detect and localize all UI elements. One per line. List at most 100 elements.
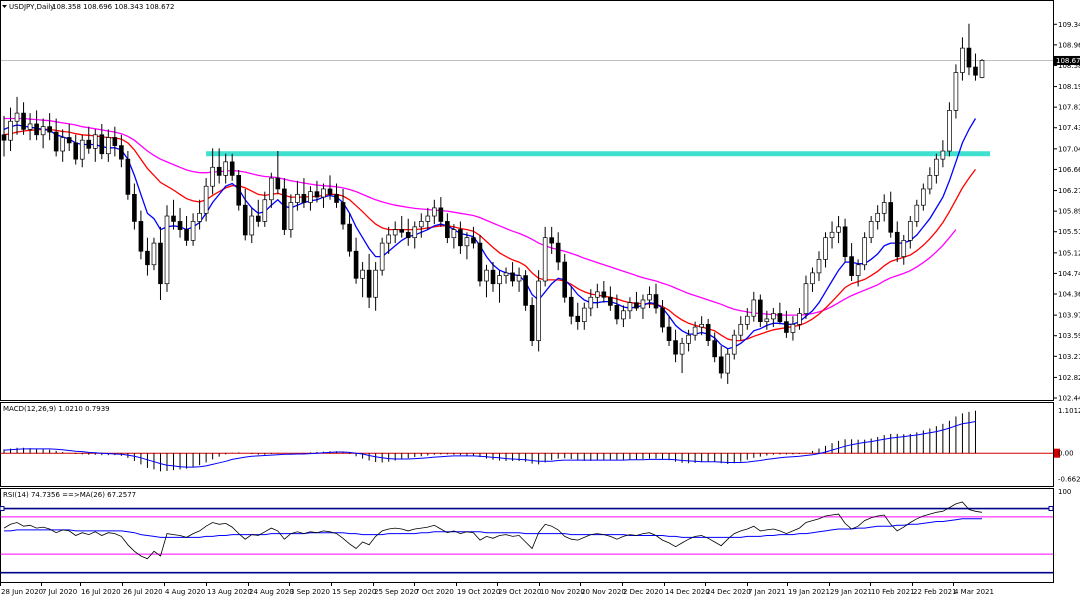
dropdown-arrow-icon[interactable] [2,5,7,8]
candle [797,308,802,330]
candle-body [282,188,287,230]
macd-zero-marker: 0.00 [1054,448,1074,458]
candle [692,321,698,341]
candle [210,148,215,195]
candle [34,110,39,141]
candle-body [484,269,489,282]
candle [262,191,268,227]
candle [282,178,287,235]
candle [549,226,554,254]
candle [145,237,150,276]
macd-zero-label: 0.00 [1058,450,1074,458]
candle-body [86,139,92,149]
candle-body [803,283,809,314]
candle [242,188,248,241]
time-tick-label: 24 Dec 2020 [706,588,751,596]
candle-body [158,242,163,285]
candle-body [810,272,815,285]
candle [542,226,548,287]
candle [99,123,105,160]
candle-body [744,315,750,325]
time-tick-label: 24 Aug 2020 [249,588,294,596]
candle-body [1,134,7,141]
main-header: USDJPY,Daily 108.358 108.696 108.343 108… [2,3,174,11]
candle-body [868,221,874,239]
time-tick-label: 3 Sep 2020 [290,588,330,596]
time-tick-label: 15 Sep 2020 [332,588,376,596]
candle-body [784,321,789,333]
candle [764,310,770,330]
candle-body [542,237,548,282]
candle [588,289,594,317]
candle [27,113,33,141]
candle [158,226,163,300]
candle [255,199,261,227]
candle-body [275,177,281,190]
candle-body [151,242,157,266]
candle [842,218,848,263]
candle [138,210,144,260]
rsi-panel-frame [0,488,1054,583]
candle [634,291,639,311]
candle-body [529,305,535,341]
candle-body [184,229,189,241]
price-tick-label: 102.440 [1058,395,1080,403]
candle-body [92,134,98,149]
time-tick-label: 19 Oct 2020 [457,588,500,596]
candle-body [249,215,255,236]
candle-body [647,294,652,301]
candle [269,172,274,208]
candle [979,59,985,79]
candle [295,180,300,211]
candle [308,186,313,211]
candle [744,308,750,330]
candle-body [295,194,300,203]
candle [92,129,98,162]
candle [360,262,365,298]
candle [653,283,659,314]
candle-body [653,294,659,309]
price-tick-label: 107.810 [1058,104,1080,112]
candle [334,183,339,208]
candle [784,310,789,338]
candle [888,191,894,238]
candle-body [405,231,411,239]
candle [679,337,685,374]
candle [484,264,489,298]
candle [758,294,763,328]
candle [953,64,959,119]
candle-body [712,340,717,358]
price-tick-label: 105.120 [1058,249,1080,257]
macd-panel-frame [0,402,1054,487]
candle [581,302,587,330]
candle [327,175,333,200]
candle-body [99,134,105,155]
candle-body [138,221,144,252]
price-tick-label: 109.340 [1058,21,1080,29]
candle-body [979,60,985,78]
candle-body [301,194,307,203]
candle [940,140,946,168]
symbol-label: USDJPY,Daily [9,3,54,11]
candle [190,213,196,246]
candle-body [614,305,620,320]
candle-body [269,177,274,201]
price-tick-label: 104.360 [1058,291,1080,299]
candle-body [907,221,913,241]
price-tick-label: 102.820 [1058,374,1080,382]
price-tick-label: 104.740 [1058,270,1080,278]
candle [627,297,633,319]
candle-body [673,340,678,355]
candle-body [458,229,463,247]
macd-plot: 1.1012 -0.6621 0.00 [1,407,1080,483]
candle [829,221,835,249]
candle-body [464,237,470,247]
candle-body [862,237,867,266]
candle-body [79,139,85,160]
candle-body [934,158,939,176]
candle-body [327,188,333,195]
candle [1,115,7,157]
macd-signal-line [3,421,976,468]
